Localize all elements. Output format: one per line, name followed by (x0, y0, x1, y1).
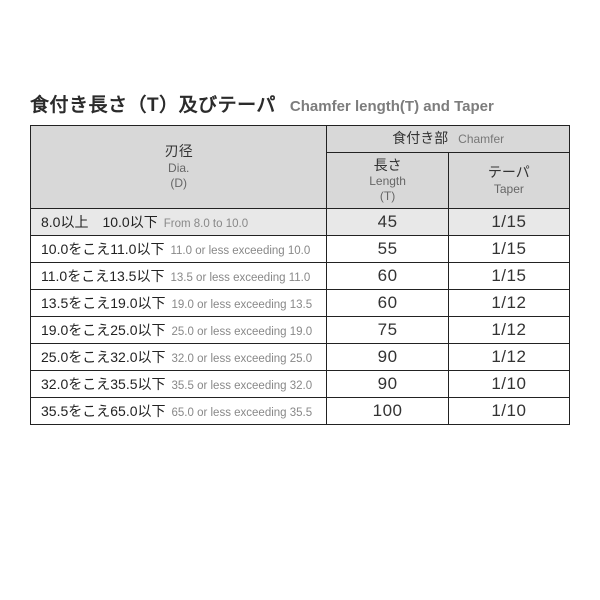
dia-cell: 8.0以上 10.0以下 From 8.0 to 10.0 (31, 209, 327, 236)
taper-value: 1/12 (491, 320, 526, 339)
head-length-en2: (T) (327, 189, 447, 204)
length-cell: 75 (327, 317, 448, 344)
taper-value: 1/12 (491, 293, 526, 312)
chamfer-table: 刃径 Dia. (D) 食付き部 Chamfer 長さ Length (T) テ… (30, 125, 570, 425)
head-chamfer-en: Chamfer (458, 132, 504, 146)
table-head: 刃径 Dia. (D) 食付き部 Chamfer 長さ Length (T) テ… (31, 126, 570, 209)
dia-cell: 11.0をこえ13.5以下 13.5 or less exceeding 11.0 (31, 263, 327, 290)
dia-en: 19.0 or less exceeding 13.5 (172, 299, 313, 311)
head-chamfer-jp: 食付き部 (392, 130, 448, 146)
dia-cell: 32.0をこえ35.5以下 35.5 or less exceeding 32.0 (31, 371, 327, 398)
title-en: Chamfer length(T) and Taper (290, 98, 494, 115)
dia-cell: 25.0をこえ32.0以下 32.0 or less exceeding 25.0 (31, 344, 327, 371)
length-value: 60 (378, 293, 398, 312)
length-cell: 60 (327, 290, 448, 317)
taper-cell: 1/15 (448, 263, 569, 290)
dia-jp: 35.5をこえ65.0以下 (41, 403, 166, 419)
taper-value: 1/15 (491, 212, 526, 231)
table-row: 19.0をこえ25.0以下 25.0 or less exceeding 19.0… (31, 317, 570, 344)
page: 食付き長さ（T）及びテーパ Chamfer length(T) and Tape… (0, 0, 600, 425)
dia-cell: 35.5をこえ65.0以下 65.0 or less exceeding 35.5 (31, 398, 327, 425)
taper-cell: 1/15 (448, 209, 569, 236)
dia-en: 32.0 or less exceeding 25.0 (172, 353, 313, 365)
dia-jp: 25.0をこえ32.0以下 (41, 349, 166, 365)
head-dia-jp: 刃径 (165, 143, 193, 159)
length-value: 100 (373, 401, 403, 420)
taper-cell: 1/15 (448, 236, 569, 263)
dia-en: From 8.0 to 10.0 (164, 218, 248, 230)
length-value: 90 (378, 347, 398, 366)
head-taper: テーパ Taper (448, 152, 569, 209)
taper-value: 1/15 (491, 266, 526, 285)
head-taper-jp: テーパ (488, 164, 530, 180)
dia-cell: 19.0をこえ25.0以下 25.0 or less exceeding 19.0 (31, 317, 327, 344)
dia-jp: 11.0をこえ13.5以下 (41, 268, 164, 284)
table-row: 10.0をこえ11.0以下 11.0 or less exceeding 10.0… (31, 236, 570, 263)
table-body: 8.0以上 10.0以下From 8.0 to 10.0451/1510.0をこ… (31, 209, 570, 425)
dia-en: 11.0 or less exceeding 10.0 (170, 245, 310, 257)
dia-cell: 10.0をこえ11.0以下 11.0 or less exceeding 10.0 (31, 236, 327, 263)
taper-value: 1/15 (491, 239, 526, 258)
head-diameter: 刃径 Dia. (D) (31, 126, 327, 209)
taper-value: 1/12 (491, 347, 526, 366)
dia-jp: 32.0をこえ35.5以下 (41, 376, 166, 392)
head-length-jp: 長さ (374, 157, 402, 173)
taper-value: 1/10 (491, 401, 526, 420)
head-dia-en2: (D) (31, 176, 326, 191)
taper-cell: 1/10 (448, 398, 569, 425)
length-value: 90 (378, 374, 398, 393)
length-value: 75 (378, 320, 398, 339)
dia-jp: 13.5をこえ19.0以下 (41, 295, 166, 311)
head-chamfer-group: 食付き部 Chamfer (327, 126, 570, 153)
taper-cell: 1/12 (448, 290, 569, 317)
dia-en: 35.5 or less exceeding 32.0 (172, 380, 313, 392)
head-dia-en1: Dia. (31, 161, 326, 176)
title-row: 食付き長さ（T）及びテーパ Chamfer length(T) and Tape… (30, 90, 570, 117)
table-row: 11.0をこえ13.5以下 13.5 or less exceeding 11.0… (31, 263, 570, 290)
length-cell: 90 (327, 344, 448, 371)
dia-jp: 19.0をこえ25.0以下 (41, 322, 166, 338)
head-length: 長さ Length (T) (327, 152, 448, 209)
taper-cell: 1/10 (448, 371, 569, 398)
head-taper-en: Taper (449, 182, 569, 197)
dia-en: 13.5 or less exceeding 11.0 (170, 272, 310, 284)
length-cell: 55 (327, 236, 448, 263)
table-row: 32.0をこえ35.5以下 35.5 or less exceeding 32.0… (31, 371, 570, 398)
table-row: 13.5をこえ19.0以下 19.0 or less exceeding 13.5… (31, 290, 570, 317)
length-cell: 60 (327, 263, 448, 290)
head-length-en1: Length (327, 174, 447, 189)
length-cell: 45 (327, 209, 448, 236)
taper-cell: 1/12 (448, 317, 569, 344)
dia-en: 25.0 or less exceeding 19.0 (172, 326, 313, 338)
table-row: 35.5をこえ65.0以下 65.0 or less exceeding 35.5… (31, 398, 570, 425)
table-row: 25.0をこえ32.0以下 32.0 or less exceeding 25.0… (31, 344, 570, 371)
length-cell: 90 (327, 371, 448, 398)
length-value: 45 (378, 212, 398, 231)
dia-cell: 13.5をこえ19.0以下 19.0 or less exceeding 13.5 (31, 290, 327, 317)
length-cell: 100 (327, 398, 448, 425)
taper-value: 1/10 (491, 374, 526, 393)
dia-en: 65.0 or less exceeding 35.5 (172, 407, 313, 419)
title-jp: 食付き長さ（T）及びテーパ (30, 90, 276, 117)
length-value: 60 (378, 266, 398, 285)
dia-jp: 10.0をこえ11.0以下 (41, 241, 164, 257)
dia-jp: 8.0以上 10.0以下 (41, 214, 158, 230)
table-row: 8.0以上 10.0以下 From 8.0 to 10.0 45 1/15 (31, 209, 570, 236)
length-value: 55 (378, 239, 398, 258)
taper-cell: 1/12 (448, 344, 569, 371)
